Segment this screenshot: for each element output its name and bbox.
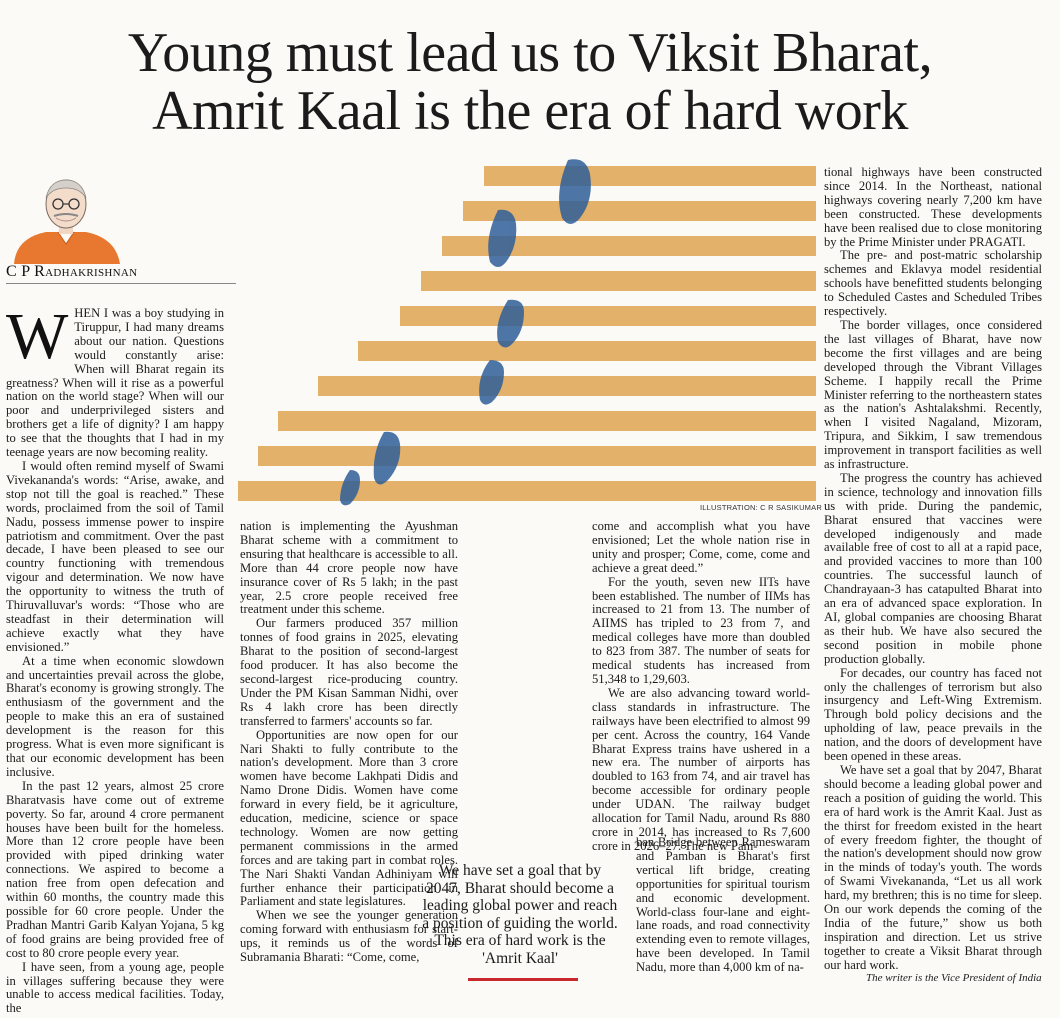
article-column-3: come and accomplish what you have envisi…: [592, 519, 810, 854]
paragraph: The border villages, once considered the…: [824, 317, 1042, 472]
article-column-2: nation is implementing the Ayushman Bhar…: [240, 519, 458, 965]
paragraph: We are also advancing toward world-class…: [592, 685, 810, 853]
footprint-6: [340, 470, 360, 506]
headline-line-2: Amrit Kaal is the era of hard work: [152, 80, 908, 142]
article-lead-paragraph: W HEN I was a boy studying in Tiruppur, I…: [6, 300, 224, 460]
stairs-footprints-graphic: [238, 159, 816, 506]
paragraph: We have set a goal that by 2047, Bharat …: [824, 762, 1042, 972]
author-note: The writer is the Vice President of Indi…: [866, 972, 1042, 984]
headline: Young must lead us to Viksit Bharat, Amr…: [0, 24, 1060, 140]
paragraph: The progress the country has achieved in…: [824, 470, 1042, 666]
footprint-5: [373, 431, 401, 485]
paragraph: I would often remind myself of Swami Viv…: [6, 458, 224, 654]
article-column-3-continued: ban Bridge between Rameswaram and Pamban…: [636, 835, 810, 975]
author-portrait: [6, 172, 236, 268]
paragraph: When we see the younger generation comin…: [240, 908, 458, 965]
footprint-1: [559, 159, 591, 224]
dropcap: W: [6, 300, 69, 373]
paragraph: Opportunities are now open for our Nari …: [240, 727, 458, 909]
paragraph: I have seen, from a young age, people in…: [6, 959, 224, 1016]
byline: C P Radhakrishnan: [6, 263, 236, 284]
author-portrait-illustration: [14, 179, 120, 264]
paragraph: The pre- and post-matric scholarship sch…: [824, 248, 1042, 319]
footprint-2: [488, 209, 517, 267]
paragraph: For decades, our country has faced not o…: [824, 665, 1042, 764]
footprint-4: [479, 360, 504, 405]
paragraph: tional highways have been constructed si…: [824, 165, 1042, 249]
paragraph: Our farmers produced 357 million tonnes …: [240, 616, 458, 728]
article-column-4: tional highways have been constructed si…: [824, 165, 1042, 973]
paragraph: At a time when economic slowdown and unc…: [6, 653, 224, 779]
pull-quote-rule: [468, 978, 578, 981]
illustration-credit: ILLUSTRATION: C R SASIKUMAR: [700, 503, 822, 512]
paragraph: In the past 12 years, almost 25 crore Bh…: [6, 778, 224, 960]
stairs-illustration: [238, 150, 816, 510]
paragraph: For the youth, seven new IITs have been …: [592, 574, 810, 686]
article-column-1: W HEN I was a boy studying in Tiruppur, I…: [6, 300, 224, 1016]
paragraph: ban Bridge between Rameswaram and Pamban…: [636, 835, 810, 975]
paragraph: come and accomplish what you have envisi…: [592, 519, 810, 575]
pull-quote: We have set a goal that by 2047, Bharat …: [422, 862, 618, 967]
headline-line-1: Young must lead us to Viksit Bharat,: [127, 22, 933, 84]
paragraph: nation is implementing the Ayushman Bhar…: [240, 519, 458, 617]
footprint-3: [497, 299, 524, 348]
